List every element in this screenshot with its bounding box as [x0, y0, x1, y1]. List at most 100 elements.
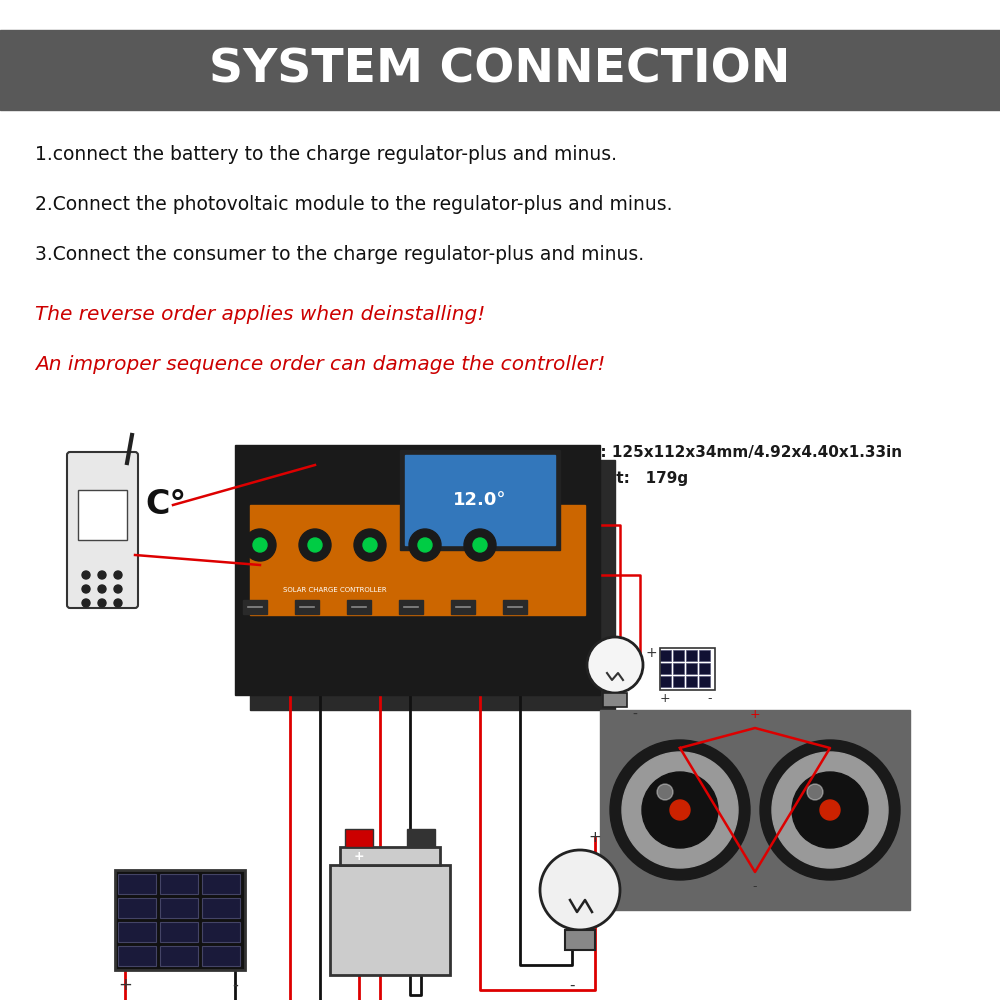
Bar [118, 898, 156, 918]
Text: +: + [589, 830, 601, 846]
Bar [660, 650, 671, 661]
Bar [160, 874, 198, 894]
Circle shape [82, 571, 90, 579]
Text: Size: 125x112x34mm/4.92x4.40x1.33in: Size: 125x112x34mm/4.92x4.40x1.33in [565, 446, 902, 460]
Bar [405, 455, 555, 545]
Circle shape [418, 538, 432, 552]
Circle shape [760, 740, 900, 880]
Bar [699, 663, 710, 674]
Text: 3.Connect the consumer to the charge regulator-plus and minus.: 3.Connect the consumer to the charge reg… [35, 245, 644, 264]
Circle shape [820, 800, 840, 820]
Bar [660, 648, 715, 690]
Bar [340, 847, 440, 865]
Text: weight:   179g: weight: 179g [565, 471, 688, 486]
Bar [686, 650, 697, 661]
Bar [202, 922, 240, 942]
Circle shape [610, 740, 750, 880]
Text: +: + [660, 692, 670, 705]
Text: 1.connect the battery to the charge regulator-plus and minus.: 1.connect the battery to the charge regu… [35, 145, 617, 164]
Bar [118, 946, 156, 966]
Bar [673, 663, 684, 674]
Text: The reverse order applies when deinstalling!: The reverse order applies when deinstall… [35, 306, 485, 324]
Circle shape [98, 571, 106, 579]
Bar [202, 898, 240, 918]
Bar [407, 829, 435, 847]
Text: -: - [569, 978, 575, 992]
Circle shape [473, 538, 487, 552]
Circle shape [642, 772, 718, 848]
Bar [600, 710, 910, 910]
Circle shape [464, 529, 496, 561]
Text: +: + [645, 646, 657, 660]
Circle shape [98, 599, 106, 607]
Circle shape [363, 538, 377, 552]
Bar [399, 600, 423, 614]
Bar [699, 650, 710, 661]
Text: C°: C° [145, 488, 186, 522]
Text: -: - [633, 708, 637, 722]
Circle shape [114, 585, 122, 593]
Bar [295, 600, 319, 614]
Text: An improper sequence order can damage the controller!: An improper sequence order can damage th… [35, 356, 605, 374]
Bar [686, 676, 697, 687]
Bar [243, 600, 267, 614]
Bar [330, 865, 450, 975]
Circle shape [114, 599, 122, 607]
Circle shape [792, 772, 868, 848]
Bar [699, 676, 710, 687]
Circle shape [807, 784, 823, 800]
Circle shape [308, 538, 322, 552]
Circle shape [772, 752, 888, 868]
Bar [160, 898, 198, 918]
Bar [78, 490, 127, 540]
Text: 12.0°: 12.0° [453, 491, 507, 509]
Bar [0, 30, 1000, 110]
Bar [118, 922, 156, 942]
Bar [202, 874, 240, 894]
Bar [347, 600, 371, 614]
Circle shape [114, 571, 122, 579]
Bar [503, 600, 527, 614]
Text: -: - [708, 692, 712, 705]
FancyBboxPatch shape [67, 452, 138, 608]
Bar [400, 450, 560, 550]
Bar [160, 946, 198, 966]
Circle shape [540, 850, 620, 930]
Circle shape [244, 529, 276, 561]
Bar [235, 445, 600, 695]
Bar [115, 870, 245, 970]
Circle shape [82, 599, 90, 607]
Text: +: + [118, 976, 132, 994]
Circle shape [82, 585, 90, 593]
Bar [660, 663, 671, 674]
Bar [673, 650, 684, 661]
Bar [345, 829, 373, 847]
Bar [565, 930, 595, 950]
Circle shape [299, 529, 331, 561]
Bar [202, 946, 240, 966]
Circle shape [657, 784, 673, 800]
Circle shape [587, 637, 643, 693]
Text: +: + [354, 850, 364, 862]
Bar [160, 922, 198, 942]
Circle shape [409, 529, 441, 561]
Text: +: + [750, 708, 760, 721]
Circle shape [98, 585, 106, 593]
Bar [673, 676, 684, 687]
Circle shape [622, 752, 738, 868]
Bar [451, 600, 475, 614]
Circle shape [253, 538, 267, 552]
Bar [686, 663, 697, 674]
Circle shape [670, 800, 690, 820]
Bar [118, 874, 156, 894]
Bar [250, 460, 615, 710]
Text: 2.Connect the photovoltaic module to the regulator-plus and minus.: 2.Connect the photovoltaic module to the… [35, 196, 672, 215]
Text: SOLAR CHARGE CONTROLLER: SOLAR CHARGE CONTROLLER [283, 587, 387, 593]
Text: -: - [753, 880, 757, 893]
Text: SYSTEM CONNECTION: SYSTEM CONNECTION [209, 47, 791, 93]
Bar [250, 505, 585, 615]
Bar [603, 693, 627, 707]
Text: -: - [232, 976, 238, 994]
Circle shape [354, 529, 386, 561]
Bar [660, 676, 671, 687]
